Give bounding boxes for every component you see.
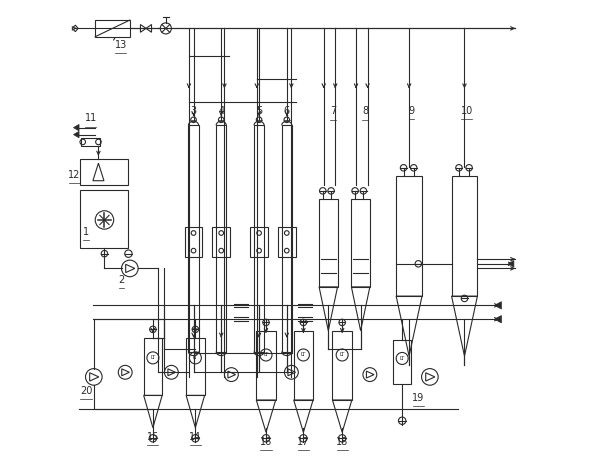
Text: 16: 16 xyxy=(260,437,272,446)
Bar xyxy=(80,190,128,248)
Bar xyxy=(254,125,264,351)
Bar xyxy=(256,331,276,400)
Text: 12: 12 xyxy=(68,170,81,180)
Polygon shape xyxy=(494,315,501,323)
Text: 5: 5 xyxy=(256,106,262,117)
Text: 3: 3 xyxy=(191,106,197,117)
Text: 20: 20 xyxy=(80,386,92,396)
Text: 11: 11 xyxy=(85,113,96,124)
Polygon shape xyxy=(73,131,79,138)
Bar xyxy=(294,331,313,400)
Text: LT: LT xyxy=(339,352,345,357)
Text: 6: 6 xyxy=(284,106,290,117)
Bar xyxy=(319,199,337,287)
Text: 15: 15 xyxy=(147,432,159,442)
Text: 2: 2 xyxy=(118,275,125,285)
Bar xyxy=(278,227,295,257)
Text: 1: 1 xyxy=(83,226,89,237)
Text: 14: 14 xyxy=(189,432,201,442)
Bar xyxy=(452,176,477,296)
Text: LT: LT xyxy=(400,356,405,361)
Polygon shape xyxy=(494,302,501,309)
Polygon shape xyxy=(509,261,514,267)
Bar xyxy=(213,227,230,257)
Text: 13: 13 xyxy=(114,39,127,50)
Text: 4: 4 xyxy=(218,106,224,117)
Text: LT: LT xyxy=(192,356,198,360)
Text: 7: 7 xyxy=(330,106,336,117)
Text: 8: 8 xyxy=(362,106,368,117)
Polygon shape xyxy=(73,125,79,131)
Bar xyxy=(144,338,162,395)
Text: LT: LT xyxy=(301,352,306,357)
Text: 18: 18 xyxy=(336,437,348,446)
Bar xyxy=(186,338,205,395)
Bar xyxy=(95,20,130,37)
Bar xyxy=(393,340,411,384)
Bar xyxy=(282,125,292,351)
Text: LT: LT xyxy=(263,352,269,357)
Text: 10: 10 xyxy=(461,106,473,116)
Bar xyxy=(188,125,198,351)
Bar xyxy=(250,227,268,257)
Bar xyxy=(216,125,226,351)
Bar xyxy=(333,331,352,400)
Bar xyxy=(185,227,202,257)
Bar xyxy=(80,158,128,185)
Text: 17: 17 xyxy=(297,437,310,446)
Text: 9: 9 xyxy=(408,106,414,116)
Bar xyxy=(81,138,100,146)
Text: 19: 19 xyxy=(412,393,424,403)
Bar xyxy=(352,199,370,287)
Text: LT: LT xyxy=(150,356,156,360)
Bar xyxy=(396,176,422,296)
